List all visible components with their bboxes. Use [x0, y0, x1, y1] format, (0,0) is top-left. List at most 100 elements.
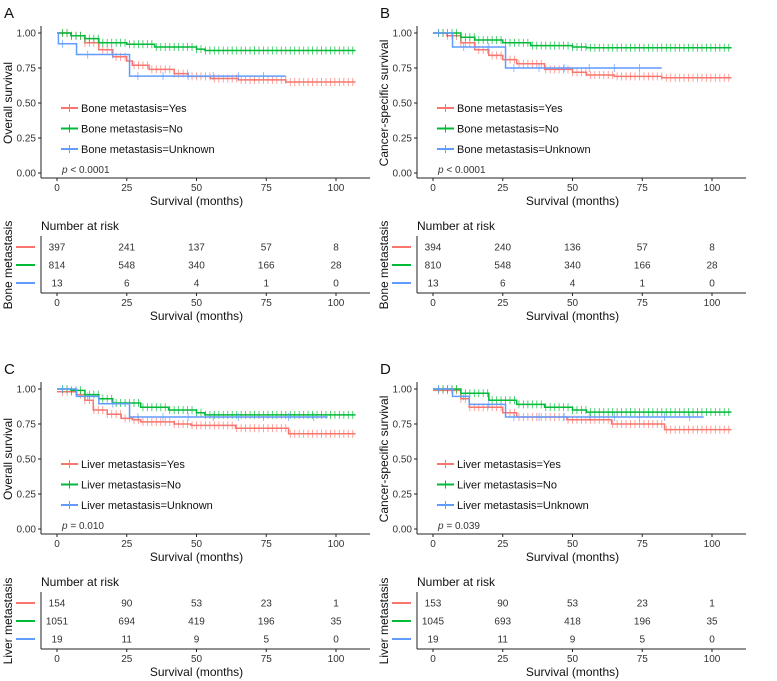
risk-count: 6 [500, 279, 506, 290]
risk-count: 19 [51, 635, 63, 646]
legend-label: Bone metastasis=No [457, 124, 559, 136]
risk-count: 5 [639, 635, 645, 646]
legend-label: Bone metastasis=Unknown [457, 144, 591, 156]
risk-count: 4 [570, 279, 576, 290]
risk-count: 19 [427, 635, 439, 646]
legend-label: Bone metastasis=Yes [81, 103, 187, 115]
risk-x-tick-label: 100 [704, 654, 721, 665]
risk-count: 154 [49, 599, 66, 610]
panel-letter: A [4, 5, 14, 22]
risk-count: 53 [567, 599, 579, 610]
x-tick-label: 100 [704, 183, 721, 194]
y-tick-label: 0.00 [393, 525, 413, 536]
risk-count: 23 [261, 599, 273, 610]
panel-d: D0.000.250.500.751.000 25 50 75 100Survival … [377, 361, 746, 679]
risk-count: 35 [706, 617, 718, 628]
y-tick-label: 0.25 [393, 490, 413, 501]
y-tick-label: 0.75 [393, 64, 413, 75]
risk-x-tick-label: 25 [121, 654, 133, 665]
y-tick-label: 0.00 [17, 525, 37, 536]
x-tick-label: 25 [121, 183, 133, 194]
risk-count: 13 [51, 279, 63, 290]
p-value: p = 0.039 [437, 521, 480, 532]
risk-count: 419 [188, 617, 205, 628]
x-tick-label: 75 [261, 183, 273, 194]
risk-count: 397 [49, 243, 66, 254]
x-axis-label: Survival (months) [526, 194, 619, 208]
legend-label: Bone metastasis=Unknown [81, 144, 215, 156]
y-tick-label: 0.75 [17, 64, 37, 75]
risk-x-tick-label: 25 [121, 298, 133, 309]
risk-x-tick-label: 100 [704, 298, 721, 309]
risk-count: 11 [122, 635, 133, 646]
y-axis-label: Cancer-specific survival [377, 40, 391, 167]
x-tick-label: 100 [328, 183, 345, 194]
survival-curve-unknown [433, 388, 704, 418]
risk-count: 35 [330, 617, 342, 628]
risk-count: 0 [333, 635, 339, 646]
x-tick-label: 50 [567, 539, 579, 550]
risk-y-axis-label: Bone metastasis [1, 221, 15, 310]
y-axis-label: Overall survival [1, 62, 15, 144]
risk-count: 196 [634, 617, 651, 628]
x-tick-label: 100 [704, 539, 721, 550]
p-symbol: p [61, 521, 70, 532]
risk-count: 166 [634, 261, 651, 272]
panel-c: C0.000.250.500.751.000 25 50 75 100Survival … [1, 361, 370, 679]
risk-count: 13 [427, 279, 439, 290]
x-tick-label: 75 [261, 539, 273, 550]
risk-x-tick-label: 0 [430, 654, 436, 665]
risk-count: 1 [709, 599, 715, 610]
legend-label: Liver metastasis=No [457, 480, 557, 492]
panel-letter: B [380, 5, 390, 22]
y-tick-label: 1.00 [17, 29, 37, 40]
risk-count: 1051 [46, 617, 69, 628]
risk-x-tick-label: 50 [567, 654, 579, 665]
p-value: p < 0.0001 [61, 165, 110, 176]
y-axis-label: Cancer-specific survival [377, 396, 391, 523]
risk-x-axis-label: Survival (months) [526, 309, 619, 323]
risk-count: 136 [564, 243, 581, 254]
legend-label: Bone metastasis=Yes [457, 103, 563, 115]
risk-x-tick-label: 0 [54, 654, 60, 665]
x-tick-label: 25 [497, 539, 509, 550]
risk-x-tick-label: 0 [430, 298, 436, 309]
x-axis-label: Survival (months) [150, 550, 243, 564]
risk-count: 57 [637, 243, 649, 254]
x-axis-label: Survival (months) [150, 194, 243, 208]
risk-count: 0 [709, 635, 715, 646]
y-tick-label: 0.00 [393, 169, 413, 180]
risk-x-tick-label: 50 [191, 654, 203, 665]
legend-label: Liver metastasis=Yes [457, 459, 561, 471]
risk-count: 8 [709, 243, 715, 254]
p-symbol: p [61, 165, 70, 176]
x-tick-label: 75 [637, 183, 649, 194]
p-symbol: p [437, 165, 446, 176]
risk-count: 1 [639, 279, 645, 290]
x-tick-label: 100 [328, 539, 345, 550]
x-tick-label: 50 [191, 539, 203, 550]
risk-count: 57 [261, 243, 273, 254]
risk-y-axis-label: Liver metastasis [1, 578, 15, 665]
x-tick-label: 75 [637, 539, 649, 550]
legend-label: Liver metastasis=Yes [81, 459, 185, 471]
legend-label: Liver metastasis=Unknown [81, 500, 213, 512]
panel-a: A0.000.250.500.751.000 25 50 75 100Survival … [1, 5, 370, 323]
y-tick-label: 1.00 [393, 29, 413, 40]
x-tick-label: 50 [191, 183, 203, 194]
risk-x-tick-label: 50 [567, 298, 579, 309]
risk-count: 153 [425, 599, 442, 610]
risk-count: 8 [333, 243, 339, 254]
risk-count: 28 [706, 261, 718, 272]
legend-label: Bone metastasis=No [81, 124, 183, 136]
legend-label: Liver metastasis=No [81, 480, 181, 492]
risk-count: 11 [498, 635, 509, 646]
x-tick-label: 0 [430, 539, 436, 550]
x-tick-label: 0 [54, 539, 60, 550]
risk-x-axis-label: Survival (months) [526, 665, 619, 679]
risk-count: 6 [124, 279, 130, 290]
y-tick-label: 1.00 [393, 385, 413, 396]
risk-count: 0 [333, 279, 339, 290]
risk-x-tick-label: 75 [637, 298, 649, 309]
risk-count: 166 [258, 261, 275, 272]
